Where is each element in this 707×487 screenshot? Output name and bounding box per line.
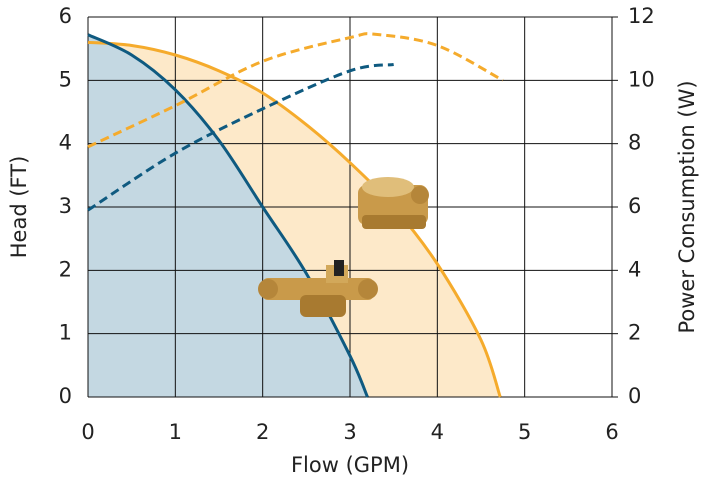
y-tick-label: 2 <box>59 257 72 281</box>
y2-axis-label: Power Consumption (W) <box>675 80 699 333</box>
y2-tick-label: 2 <box>628 321 641 345</box>
x-tick-label: 1 <box>169 420 182 444</box>
pump-images <box>258 177 429 317</box>
x-tick-label: 0 <box>81 420 94 444</box>
y-tick-label: 3 <box>59 194 72 218</box>
pump-image <box>358 177 429 229</box>
y-tick-label: 0 <box>59 384 72 408</box>
y2-tick-label: 4 <box>628 257 641 281</box>
y2-tick-label: 0 <box>628 384 641 408</box>
y-tick-label: 1 <box>59 321 72 345</box>
area <box>88 34 368 397</box>
y2-tick-label: 10 <box>628 67 655 91</box>
x-axis-label: Flow (GPM) <box>291 453 409 477</box>
power-line <box>87 32 504 149</box>
x-tick-label: 6 <box>605 420 618 444</box>
y2-tick-label: 6 <box>628 194 641 218</box>
y-tick-label: 5 <box>59 67 72 91</box>
x-tick-label: 3 <box>343 420 356 444</box>
y-axis-label: Head (FT) <box>7 156 31 259</box>
power-line <box>87 63 394 212</box>
x-tick-label: 4 <box>431 420 444 444</box>
y2-tick-label: 8 <box>628 131 641 155</box>
pump-image <box>258 260 378 317</box>
head-line <box>87 33 369 398</box>
x-tick-label: 2 <box>256 420 269 444</box>
y-tick-label: 6 <box>59 4 72 28</box>
y-tick-label: 4 <box>59 131 72 155</box>
head-line <box>87 40 502 398</box>
x-tick-label: 5 <box>518 420 531 444</box>
y2-tick-label: 12 <box>628 4 655 28</box>
